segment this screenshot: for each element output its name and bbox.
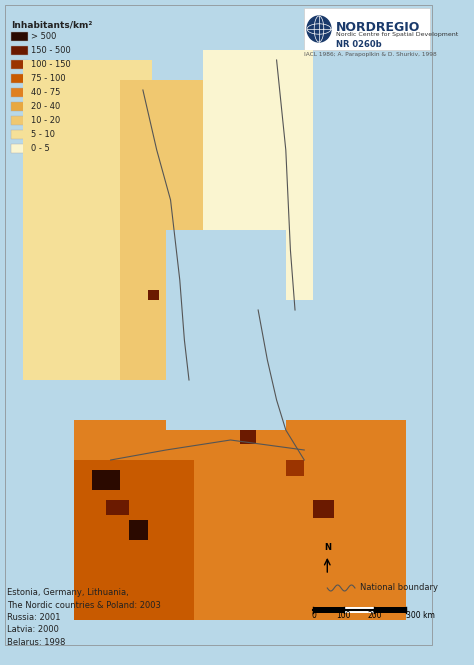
- Text: IACL 1986; A. Parapoplkin & D. Shurkiv, 1998: IACL 1986; A. Parapoplkin & D. Shurkiv, …: [304, 52, 437, 57]
- Text: 40 - 75: 40 - 75: [31, 88, 61, 97]
- Text: NORDREGIO: NORDREGIO: [336, 21, 420, 34]
- Text: NR 0260b: NR 0260b: [336, 40, 381, 49]
- FancyBboxPatch shape: [5, 5, 432, 645]
- Text: 150 - 500: 150 - 500: [31, 46, 71, 55]
- Text: Estonia, Germany, Lithuania,
The Nordic countries & Poland: 2003
Russia: 2001
La: Estonia, Germany, Lithuania, The Nordic …: [8, 588, 161, 647]
- FancyBboxPatch shape: [74, 460, 193, 620]
- FancyBboxPatch shape: [175, 310, 184, 318]
- Text: 0 - 5: 0 - 5: [31, 144, 50, 153]
- FancyBboxPatch shape: [286, 460, 304, 476]
- Text: 0: 0: [311, 611, 316, 620]
- FancyBboxPatch shape: [304, 8, 429, 50]
- Text: Nordic Centre for Spatial Development: Nordic Centre for Spatial Development: [336, 32, 458, 37]
- Text: 100: 100: [337, 611, 351, 620]
- FancyBboxPatch shape: [11, 130, 27, 139]
- FancyBboxPatch shape: [11, 88, 27, 97]
- FancyBboxPatch shape: [8, 10, 109, 175]
- Text: 200: 200: [367, 611, 382, 620]
- FancyBboxPatch shape: [23, 60, 152, 380]
- Circle shape: [307, 16, 331, 42]
- Text: N: N: [324, 543, 331, 552]
- FancyBboxPatch shape: [74, 420, 406, 620]
- FancyBboxPatch shape: [120, 80, 212, 380]
- FancyBboxPatch shape: [129, 520, 147, 540]
- Text: 100 - 150: 100 - 150: [31, 60, 71, 69]
- FancyBboxPatch shape: [106, 500, 129, 515]
- FancyBboxPatch shape: [11, 60, 27, 69]
- FancyBboxPatch shape: [240, 430, 256, 444]
- FancyBboxPatch shape: [11, 116, 27, 125]
- Text: > 500: > 500: [31, 32, 57, 41]
- FancyBboxPatch shape: [92, 470, 120, 490]
- FancyBboxPatch shape: [11, 32, 27, 41]
- Text: 5 - 10: 5 - 10: [31, 130, 55, 139]
- FancyBboxPatch shape: [203, 50, 313, 300]
- Text: 10 - 20: 10 - 20: [31, 116, 61, 125]
- Text: 300 km: 300 km: [406, 611, 435, 620]
- FancyBboxPatch shape: [221, 350, 235, 362]
- FancyBboxPatch shape: [313, 500, 334, 518]
- FancyBboxPatch shape: [11, 74, 27, 83]
- Text: 75 - 100: 75 - 100: [31, 74, 66, 83]
- FancyBboxPatch shape: [184, 390, 203, 405]
- FancyBboxPatch shape: [11, 102, 27, 111]
- FancyBboxPatch shape: [147, 290, 159, 300]
- Text: 20 - 40: 20 - 40: [31, 102, 61, 111]
- FancyBboxPatch shape: [166, 230, 286, 430]
- FancyBboxPatch shape: [11, 46, 27, 55]
- FancyBboxPatch shape: [11, 144, 27, 153]
- Text: National boundary: National boundary: [360, 583, 438, 593]
- Text: Inhabitants/km²: Inhabitants/km²: [11, 20, 92, 29]
